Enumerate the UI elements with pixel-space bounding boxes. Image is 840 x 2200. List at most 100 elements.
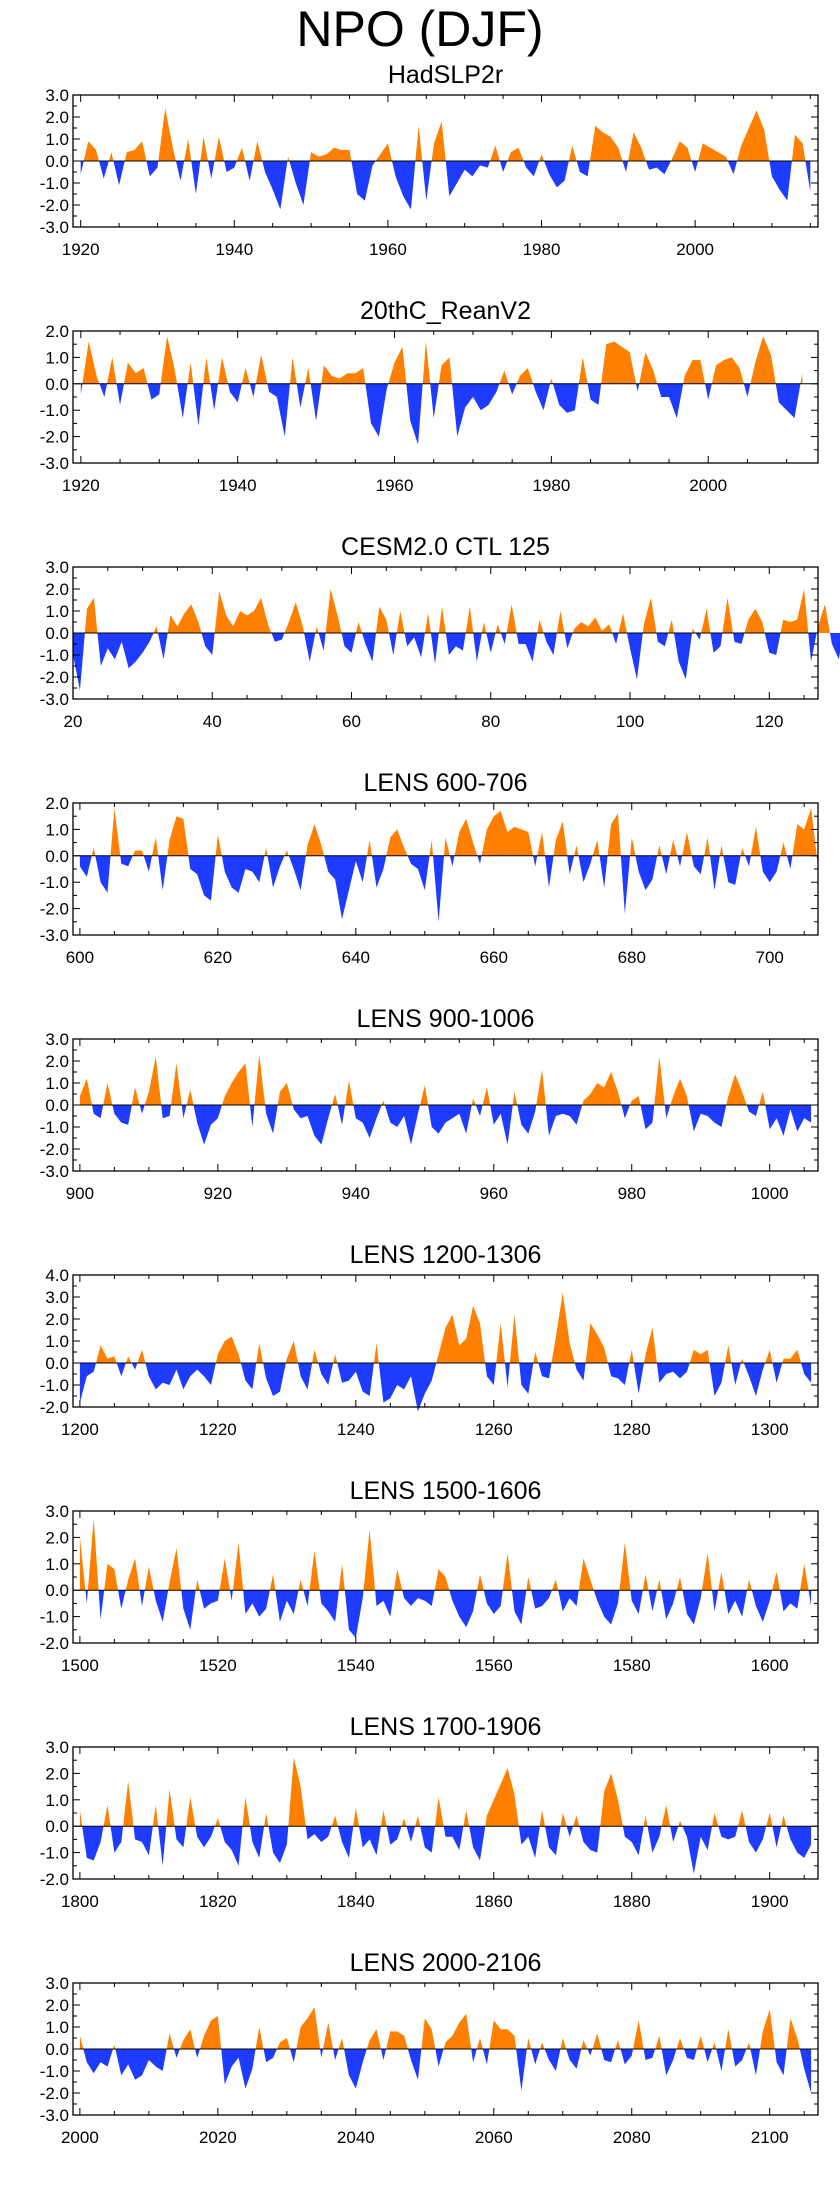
x-tick-label: 1260 [475, 1420, 513, 1439]
positive-area [73, 589, 840, 633]
x-tick-label: 1860 [475, 1892, 513, 1911]
negative-area [80, 383, 803, 445]
positive-area [79, 808, 818, 856]
negative-area [73, 633, 840, 691]
y-tick-label: -3.0 [40, 690, 69, 709]
x-tick-label: 660 [480, 948, 508, 967]
y-tick-label: -2.0 [40, 1634, 69, 1653]
panel-title: 20thC_ReanV2 [360, 297, 531, 325]
chart-panel: LENS 1200-1306 4.0 3.0 2.0 1.0 0.0 -1.0 -2.0 120… [40, 1241, 819, 1439]
x-tick-label: 1520 [199, 1656, 237, 1675]
y-tick-label: 2.0 [45, 580, 69, 599]
positive-area [80, 108, 811, 161]
chart-panel: LENS 1700-1906 3.0 2.0 1.0 0.0 -1.0 -2.0 1800 18… [40, 1713, 819, 1911]
panels: HadSLP2r 3.0 2.0 1.0 0.0 -1.0 -2.0 -3.0 1920 1940… [40, 61, 840, 2147]
y-tick-label: 0.0 [45, 375, 69, 394]
positive-area [79, 2007, 812, 2049]
x-tick-label: 1920 [62, 240, 100, 259]
y-tick-label: 3.0 [45, 86, 69, 105]
chart-panel: CESM2.0 CTL 125 3.0 2.0 1.0 0.0 -1.0 -2.0 -3.0 2… [40, 533, 840, 731]
y-tick-label: -2.0 [40, 900, 69, 919]
y-tick-label: -3.0 [40, 2106, 69, 2125]
y-tick-label: 3.0 [45, 1974, 69, 1993]
x-tick-label: 980 [618, 1184, 646, 1203]
y-tick-label: 3.0 [45, 558, 69, 577]
x-tick-label: 1900 [751, 1892, 789, 1911]
x-tick-label: 1280 [613, 1420, 651, 1439]
plot-frame [72, 1746, 819, 1880]
y-tick-label: -2.0 [40, 1398, 69, 1417]
y-tick-label: 0.0 [45, 1354, 69, 1373]
y-tick-label: 1.0 [45, 348, 69, 367]
x-tick-label: 1580 [613, 1656, 651, 1675]
y-tick-label: 0.0 [45, 847, 69, 866]
positive-area [79, 1054, 812, 1105]
panel-title: LENS 1700-1906 [350, 1713, 542, 1741]
x-tick-label: 1820 [199, 1892, 237, 1911]
y-tick-label: 2.0 [45, 1764, 69, 1783]
x-tick-label: 1980 [532, 476, 570, 495]
x-tick-label: 1200 [61, 1420, 99, 1439]
y-tick-label: -1.0 [40, 174, 69, 193]
x-tick-label: 1840 [337, 1892, 375, 1911]
x-tick-label: 80 [481, 712, 500, 731]
panel-title: CESM2.0 CTL 125 [341, 533, 550, 561]
y-tick-label: -2.0 [40, 2084, 69, 2103]
x-tick-label: 1940 [219, 476, 257, 495]
chart-panel: LENS 600-706 2.0 1.0 0.0 -1.0 -2.0 -3.0 600 620 6… [40, 769, 819, 967]
x-tick-label: 640 [342, 948, 370, 967]
positive-area [79, 1518, 812, 1591]
x-tick-label: 40 [203, 712, 222, 731]
x-tick-label: 700 [756, 948, 784, 967]
negative-area [79, 1826, 812, 1874]
y-tick-label: 3.0 [45, 1288, 69, 1307]
y-tick-label: -2.0 [40, 196, 69, 215]
x-tick-label: 1300 [751, 1420, 789, 1439]
y-tick-label: -1.0 [40, 1376, 69, 1395]
y-tick-label: -2.0 [40, 1140, 69, 1159]
y-tick-label: 1.0 [45, 602, 69, 621]
figure-title: NPO (DJF) [296, 1, 543, 57]
x-tick-label: 1600 [751, 1656, 789, 1675]
negative-area [79, 1363, 812, 1412]
x-tick-label: 1240 [337, 1420, 375, 1439]
y-tick-label: -3.0 [40, 218, 69, 237]
y-tick-label: -3.0 [40, 1162, 69, 1181]
y-tick-label: -2.0 [40, 428, 69, 447]
x-tick-label: 1980 [523, 240, 561, 259]
y-tick-label: 1.0 [45, 1074, 69, 1093]
y-tick-label: -2.0 [40, 668, 69, 687]
y-tick-label: -3.0 [40, 454, 69, 473]
y-tick-label: -2.0 [40, 1870, 69, 1889]
y-tick-label: 3.0 [45, 1502, 69, 1521]
x-tick-label: 620 [204, 948, 232, 967]
positive-area [80, 336, 803, 384]
y-tick-label: -1.0 [40, 1608, 69, 1627]
x-tick-label: 1960 [376, 476, 414, 495]
x-tick-label: 1880 [613, 1892, 651, 1911]
y-tick-label: 0.0 [45, 152, 69, 171]
y-tick-label: 2.0 [45, 322, 69, 341]
x-tick-label: 1540 [337, 1656, 375, 1675]
x-tick-label: 120 [755, 712, 783, 731]
negative-area [79, 1590, 812, 1638]
y-tick-label: 0.0 [45, 1581, 69, 1600]
x-tick-label: 600 [66, 948, 94, 967]
positive-area [79, 1292, 812, 1363]
y-tick-label: -1.0 [40, 1118, 69, 1137]
panel-title: HadSLP2r [388, 61, 503, 89]
y-tick-label: 1.0 [45, 1555, 69, 1574]
negative-area [79, 2049, 812, 2093]
y-tick-label: 2.0 [45, 1052, 69, 1071]
y-tick-label: -1.0 [40, 2062, 69, 2081]
panel-title: LENS 900-1006 [357, 1005, 535, 1033]
y-tick-label: 0.0 [45, 1096, 69, 1115]
x-tick-label: 1220 [199, 1420, 237, 1439]
y-tick-label: 2.0 [45, 794, 69, 813]
negative-area [79, 855, 818, 922]
y-tick-label: 3.0 [45, 1030, 69, 1049]
x-tick-label: 2100 [751, 2128, 789, 2147]
chart-panel: LENS 1500-1606 3.0 2.0 1.0 0.0 -1.0 -2.0 1500 15… [40, 1477, 819, 1675]
chart-panel: HadSLP2r 3.0 2.0 1.0 0.0 -1.0 -2.0 -3.0 1920 1940… [40, 61, 819, 259]
panel-title: LENS 1500-1606 [350, 1477, 542, 1505]
